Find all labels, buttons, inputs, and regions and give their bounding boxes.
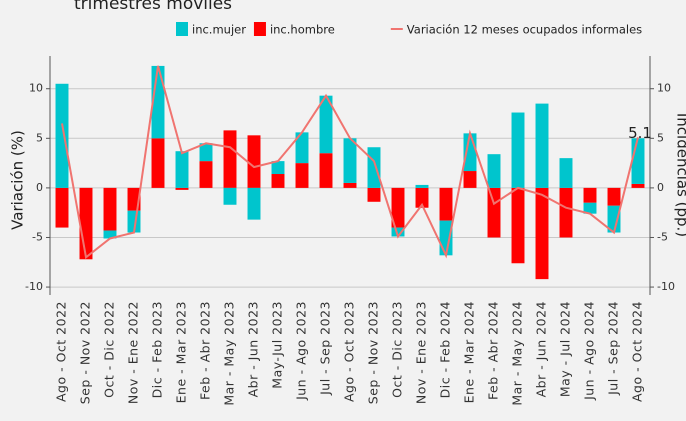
x-tick-label: Abr - Jun 2024 bbox=[534, 301, 549, 397]
bar bbox=[79, 187, 93, 260]
bar bbox=[247, 187, 261, 220]
y2-tick-label: 0 bbox=[657, 181, 664, 194]
bar bbox=[175, 187, 189, 190]
y-tick-label: -10 bbox=[25, 280, 43, 293]
bar bbox=[463, 171, 477, 188]
bar bbox=[487, 187, 501, 238]
bar bbox=[55, 83, 69, 188]
bar bbox=[391, 187, 405, 228]
bar bbox=[415, 184, 429, 188]
line bbox=[61, 65, 639, 260]
bar bbox=[199, 161, 213, 188]
x-tick-label: Ago - Oct 2024 bbox=[630, 301, 645, 402]
bar bbox=[607, 205, 621, 233]
x-tick-label: May-Jul 2023 bbox=[270, 301, 285, 389]
bar bbox=[415, 187, 429, 208]
bar bbox=[583, 187, 597, 203]
bar bbox=[607, 187, 621, 206]
x-tick-label: May - Jul 2024 bbox=[558, 301, 573, 397]
y-tick-label: 10 bbox=[29, 82, 43, 95]
chart-title: trimestres móviles bbox=[74, 0, 232, 14]
legend-swatch bbox=[253, 22, 266, 36]
x-tick-label: Jul - Sep 2024 bbox=[606, 301, 621, 396]
x-tick-label: Oct - Dic 2023 bbox=[390, 301, 405, 398]
bar bbox=[103, 230, 117, 239]
legend-label: inc.mujer bbox=[192, 23, 246, 37]
bar bbox=[343, 138, 357, 183]
y2-tick-label: -10 bbox=[657, 280, 675, 293]
annotation: 5.1 bbox=[628, 124, 652, 142]
x-tick-label: Nov - Ene 2023 bbox=[414, 301, 429, 404]
bar bbox=[559, 187, 573, 238]
bar bbox=[535, 103, 549, 188]
y2-tick-label: 5 bbox=[657, 131, 664, 144]
legend-label: Variación 12 meses ocupados informales bbox=[407, 23, 642, 37]
x-tick-label: Abr - Jun 2023 bbox=[246, 301, 261, 397]
y2-tick-label: 10 bbox=[657, 82, 671, 95]
x-tick-label: Dic - Feb 2024 bbox=[438, 301, 453, 398]
x-tick-label: Jun - Ago 2023 bbox=[294, 301, 309, 401]
bar bbox=[319, 153, 333, 188]
legend-label: inc.hombre bbox=[270, 23, 335, 37]
x-tick-label: Dic - Feb 2023 bbox=[150, 301, 165, 398]
x-tick-label: Ago - Oct 2023 bbox=[342, 301, 357, 402]
bar bbox=[223, 187, 237, 205]
bar bbox=[583, 202, 597, 214]
bar bbox=[223, 130, 237, 188]
y-tick-label: -5 bbox=[32, 230, 43, 243]
x-tick-label: Jun - Ago 2024 bbox=[582, 301, 597, 401]
y2-tick-label: -5 bbox=[657, 230, 668, 243]
bar bbox=[151, 138, 165, 188]
bar bbox=[535, 187, 549, 280]
bar bbox=[103, 187, 117, 231]
bar bbox=[295, 132, 309, 164]
bar bbox=[511, 112, 525, 188]
bar bbox=[343, 182, 357, 188]
bar bbox=[271, 161, 285, 175]
bar bbox=[487, 154, 501, 188]
y-axis-label: Variación (%) bbox=[9, 130, 27, 230]
x-tick-label: Sep - Nov 2023 bbox=[366, 301, 381, 404]
bar bbox=[631, 183, 645, 188]
bar bbox=[175, 151, 189, 188]
x-tick-label: Mar - May 2024 bbox=[510, 301, 525, 406]
x-tick-label: Feb - Abr 2024 bbox=[486, 301, 501, 400]
bar bbox=[559, 158, 573, 188]
legend-swatch bbox=[176, 22, 188, 36]
x-tick-label: Jul - Sep 2023 bbox=[318, 301, 333, 396]
bar bbox=[319, 95, 333, 154]
x-tick-label: Feb - Abr 2023 bbox=[198, 301, 213, 400]
x-tick-label: Oct - Dic 2022 bbox=[102, 301, 117, 398]
bar bbox=[55, 187, 69, 228]
bar bbox=[439, 220, 453, 256]
bar bbox=[247, 135, 261, 188]
x-tick-label: Ago - Oct 2022 bbox=[54, 301, 69, 402]
y-tick-label: 0 bbox=[36, 181, 43, 194]
bar bbox=[439, 187, 453, 221]
y2-axis-label: Incidencias (pp.) bbox=[674, 113, 686, 237]
bar bbox=[271, 174, 285, 188]
bar bbox=[295, 163, 309, 188]
x-tick-label: Nov - Ene 2022 bbox=[126, 301, 141, 404]
bar bbox=[391, 227, 405, 237]
bar bbox=[367, 147, 381, 188]
bar bbox=[367, 187, 381, 202]
y-tick-label: 5 bbox=[36, 131, 43, 144]
bar bbox=[631, 138, 645, 184]
x-tick-label: Sep - Nov 2022 bbox=[78, 301, 93, 404]
x-tick-label: Mar - May 2023 bbox=[222, 301, 237, 406]
x-tick-label: Ene - Mar 2024 bbox=[462, 301, 477, 403]
x-tick-label: Ene - Mar 2023 bbox=[174, 301, 189, 403]
bar bbox=[199, 143, 213, 162]
bar bbox=[511, 187, 525, 264]
